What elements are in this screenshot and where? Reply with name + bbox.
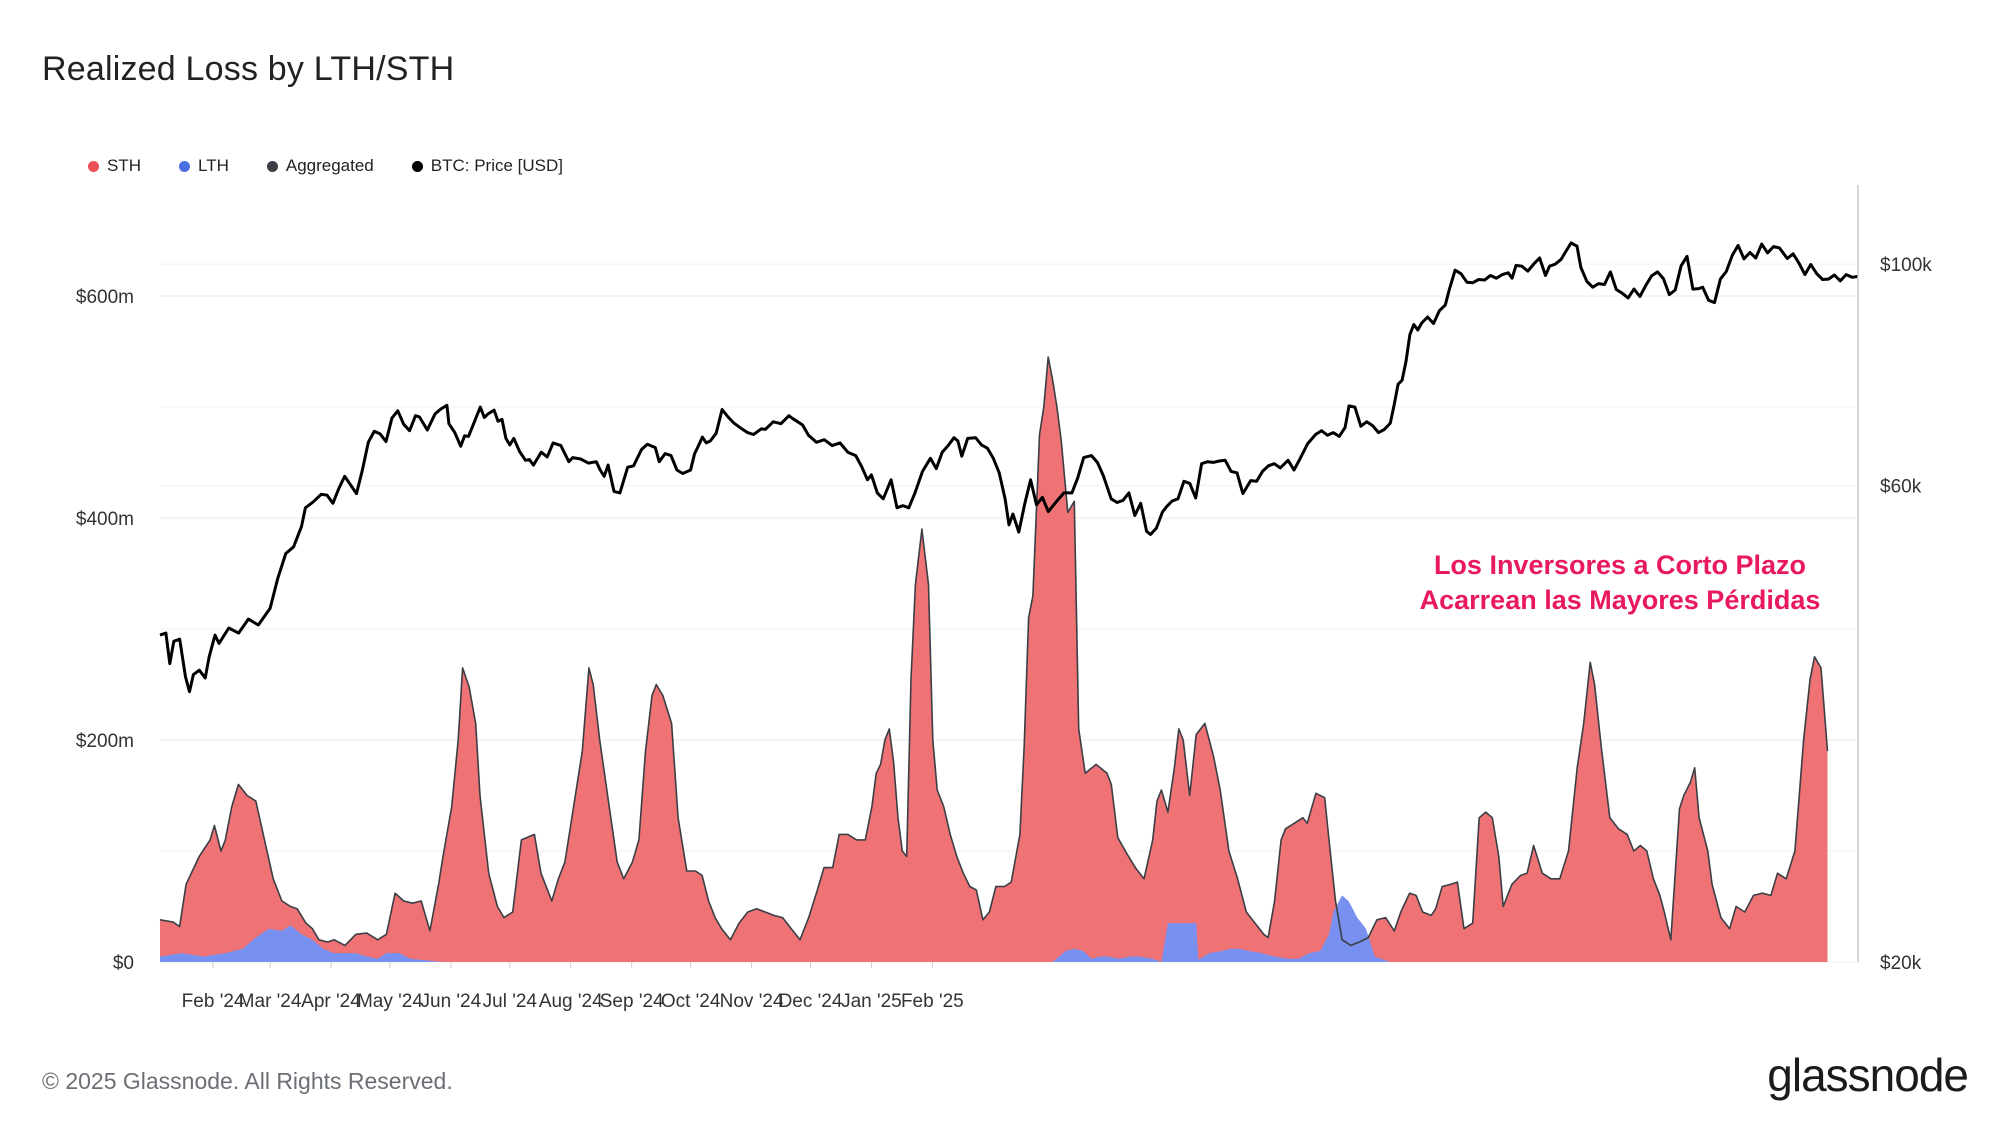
legend-label-sth: STH [107,156,141,175]
chart-title: Realized Loss by LTH/STH [42,50,455,88]
annotation: Los Inversores a Corto Plazo Acarrean la… [1380,548,1860,618]
series-areas [160,357,1858,962]
x-tick-label: Jan '25 [841,991,902,1012]
glassnode-logo: glassnode [1767,1049,1969,1101]
axes: $0 $200m $400m $600m $20k $60k $100k Feb '24Mar… [76,185,1932,1012]
y-right-tick-label: $20k [1880,953,1922,974]
legend-item-lth[interactable]: LTH [179,156,229,176]
aggregated-line [159,356,1829,947]
legend-label-lth: LTH [198,156,229,175]
y-left-tick-label: $0 [113,953,134,974]
lth-area [160,895,1858,962]
x-tick-label: Jun '24 [421,991,482,1012]
x-tick-label: Mar '24 [239,991,302,1012]
legend-label-aggregated: Aggregated [285,156,374,175]
annotation-line-1: Los Inversores a Corto Plazo [1433,550,1807,580]
y-left-tick-label: $600m [76,287,134,308]
annotation-line-2: Acarrean las Mayores Pérdidas [1419,585,1821,615]
x-tick-label: Feb '24 [182,991,245,1012]
x-tick-label: Apr '24 [301,991,361,1012]
legend-item-btc-price[interactable]: BTC: Price [USD] [411,156,564,176]
y-right-tick-label: $100k [1880,255,1932,276]
x-tick-label: Aug '24 [539,991,603,1012]
x-tick-label: May '24 [357,991,423,1012]
series-lines [159,241,1859,947]
y-left-tick-label: $200m [76,731,134,752]
lth-dot-icon [179,160,190,172]
y-right-tick-label: $60k [1880,477,1922,498]
x-tick-label: Sep '24 [600,991,664,1012]
x-tick-label: Oct '24 [661,991,721,1012]
x-tick-label: Nov '24 [720,991,784,1012]
sth-dot-icon [88,160,99,172]
legend-label-btc-price: BTC: Price [USD] [430,156,564,175]
sth-area [160,357,1828,962]
btc-price-line [159,241,1859,694]
aggregated-dot-icon [266,160,278,172]
legend: STH LTH Aggregated BTC: Price [USD] [88,156,563,176]
y-left-tick-label: $400m [76,509,134,530]
x-tick-label: Feb '25 [901,991,964,1012]
btc-price-dot-icon [411,160,423,172]
legend-item-aggregated[interactable]: Aggregated [266,156,374,176]
x-tick-label: Dec '24 [779,991,843,1012]
x-tick-label: Jul '24 [483,991,538,1012]
legend-item-sth[interactable]: STH [88,156,141,176]
copyright: © 2025 Glassnode. All Rights Reserved. [42,1068,453,1094]
